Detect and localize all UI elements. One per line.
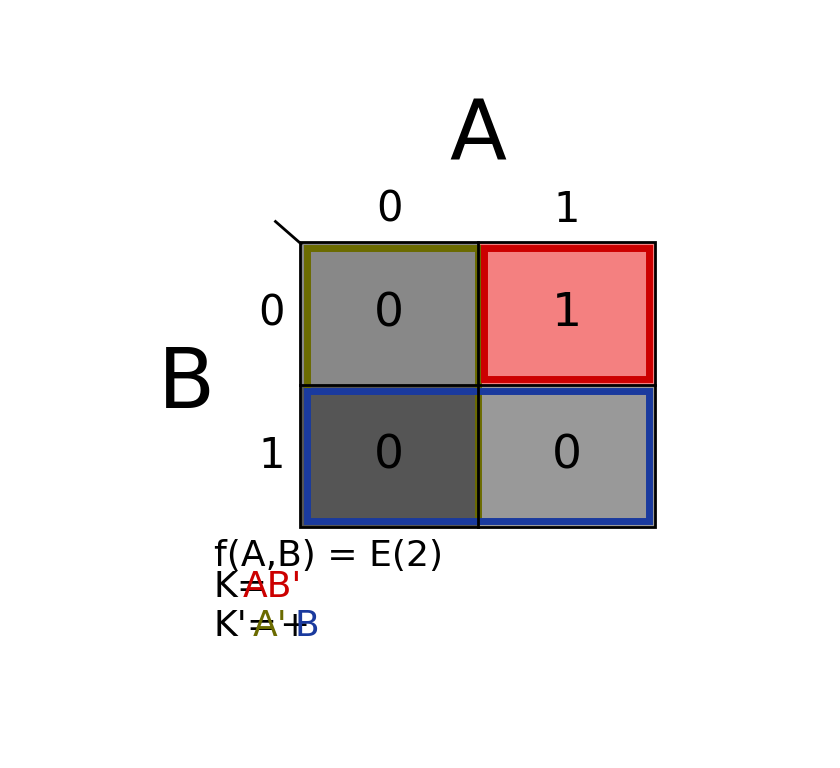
Text: A: A: [449, 96, 507, 177]
Bar: [301, 385, 478, 527]
Text: 1: 1: [259, 435, 285, 477]
Bar: [478, 243, 655, 385]
Text: B: B: [158, 344, 215, 425]
Text: B: B: [295, 609, 319, 643]
Bar: [307, 249, 478, 521]
Text: +: +: [280, 609, 310, 643]
Text: 1: 1: [554, 189, 580, 231]
Bar: [301, 243, 478, 385]
Text: AB': AB': [243, 571, 302, 604]
Text: 1: 1: [551, 291, 581, 336]
Text: K=: K=: [213, 571, 268, 604]
Bar: [307, 391, 649, 521]
Text: K'=: K'=: [213, 609, 278, 643]
Bar: [301, 243, 655, 527]
Text: 0: 0: [374, 433, 404, 478]
Text: f(A,B) = E(2): f(A,B) = E(2): [213, 538, 443, 573]
Text: A': A': [252, 609, 287, 643]
Text: 0: 0: [374, 291, 404, 336]
Text: 0: 0: [552, 433, 581, 478]
Bar: [301, 243, 655, 527]
Bar: [484, 249, 649, 379]
Text: 0: 0: [375, 189, 402, 231]
Text: 0: 0: [259, 293, 285, 335]
Bar: [478, 385, 655, 527]
